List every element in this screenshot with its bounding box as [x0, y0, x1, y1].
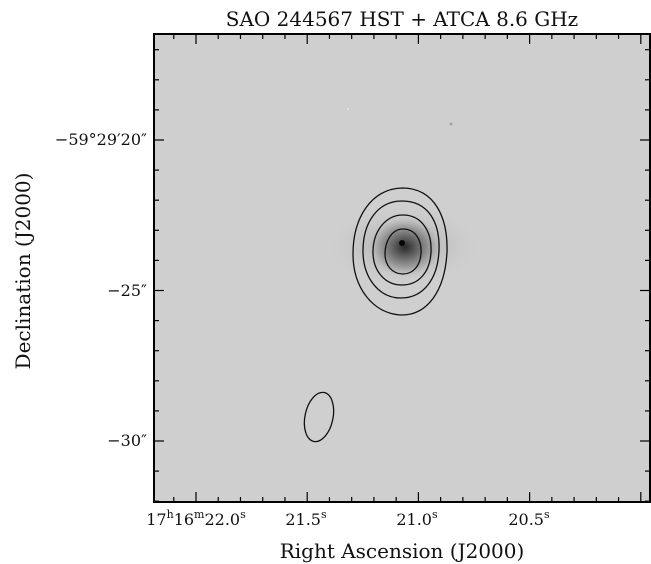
x-tick-labels: 17h16m22.0s 21.5s 21.0s 20.5s [146, 508, 550, 529]
contour-level-4 [384, 228, 422, 275]
radio-contours [352, 187, 448, 316]
y-tick-labels: −59°29′20″ −25″ −30″ [55, 130, 147, 450]
figure-title: SAO 244567 HST + ATCA 8.6 GHz [226, 7, 578, 31]
y-tick-label: −59°29′20″ [55, 130, 147, 149]
plot-frame [153, 33, 651, 503]
x-axis-label: Right Ascension (J2000) [280, 539, 525, 563]
x-tick-label: 20.5s [508, 508, 550, 529]
x-tick-label: 17h16m22.0s [146, 508, 246, 529]
nebula-core [365, 215, 445, 279]
x-tick-label: 21.0s [396, 508, 438, 529]
image-panel [154, 34, 650, 502]
tick-marks [154, 34, 650, 502]
y-tick-label: −25″ [107, 281, 147, 300]
contour-level-1 [352, 187, 448, 316]
central-star [399, 240, 405, 246]
beam-ellipse [303, 391, 335, 443]
y-axis-label: Declination (J2000) [11, 173, 35, 370]
faint-spot-2 [347, 108, 349, 110]
y-tick-label: −30″ [107, 431, 147, 450]
contour-level-2 [362, 200, 440, 299]
faint-spot [449, 122, 453, 126]
x-tick-label: 21.5s [285, 508, 327, 529]
contour-level-3 [372, 214, 432, 286]
